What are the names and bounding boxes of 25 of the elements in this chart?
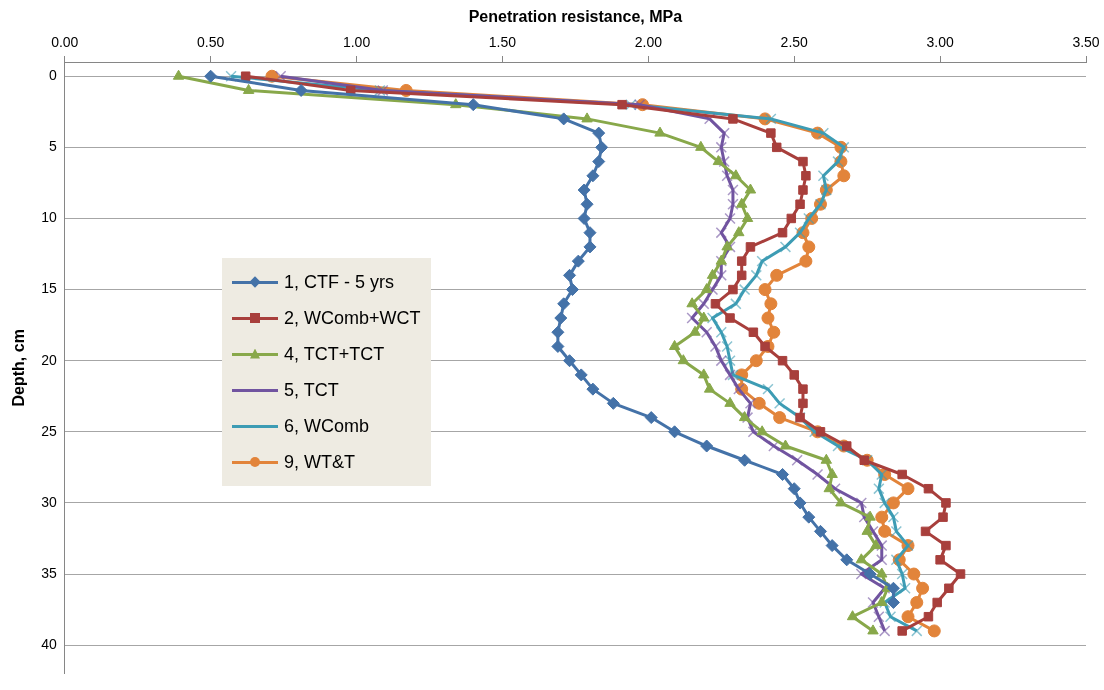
- y-tick-label: 30: [41, 493, 57, 510]
- legend-label: 2, WComb+WCT: [284, 307, 421, 329]
- x-tick-label: 3.00: [926, 34, 954, 51]
- y-tick-label: 35: [41, 564, 57, 581]
- y-tick-label: 0: [48, 67, 57, 84]
- legend-label: 4, TCT+TCT: [284, 343, 385, 365]
- legend-label: 9, WT&T: [284, 451, 355, 473]
- legend-label: 6, WComb: [284, 415, 370, 437]
- y-tick-label: 25: [41, 422, 57, 439]
- x-tick-label: 0.50: [197, 34, 225, 51]
- y-axis-title: Depth, cm: [10, 329, 28, 407]
- x-tick-label: 2.00: [634, 34, 663, 51]
- x-tick-label: 3.50: [1072, 34, 1100, 51]
- y-tick-label: 40: [41, 636, 57, 653]
- y-tick-label: 20: [41, 351, 57, 368]
- x-axis-title: Penetration resistance, MPa: [468, 8, 683, 26]
- x-tick-label: 1.50: [488, 34, 517, 51]
- legend-label: 5, TCT: [284, 379, 339, 401]
- y-tick-label: 10: [41, 209, 57, 226]
- x-tick-label: 1.00: [342, 34, 371, 51]
- x-tick-label: 2.50: [780, 34, 809, 51]
- y-tick-label: 5: [48, 138, 57, 155]
- y-tick-label: 15: [41, 280, 57, 297]
- x-tick-label: 0.00: [51, 34, 79, 51]
- legend-label: 1, CTF - 5 yrs: [284, 271, 395, 293]
